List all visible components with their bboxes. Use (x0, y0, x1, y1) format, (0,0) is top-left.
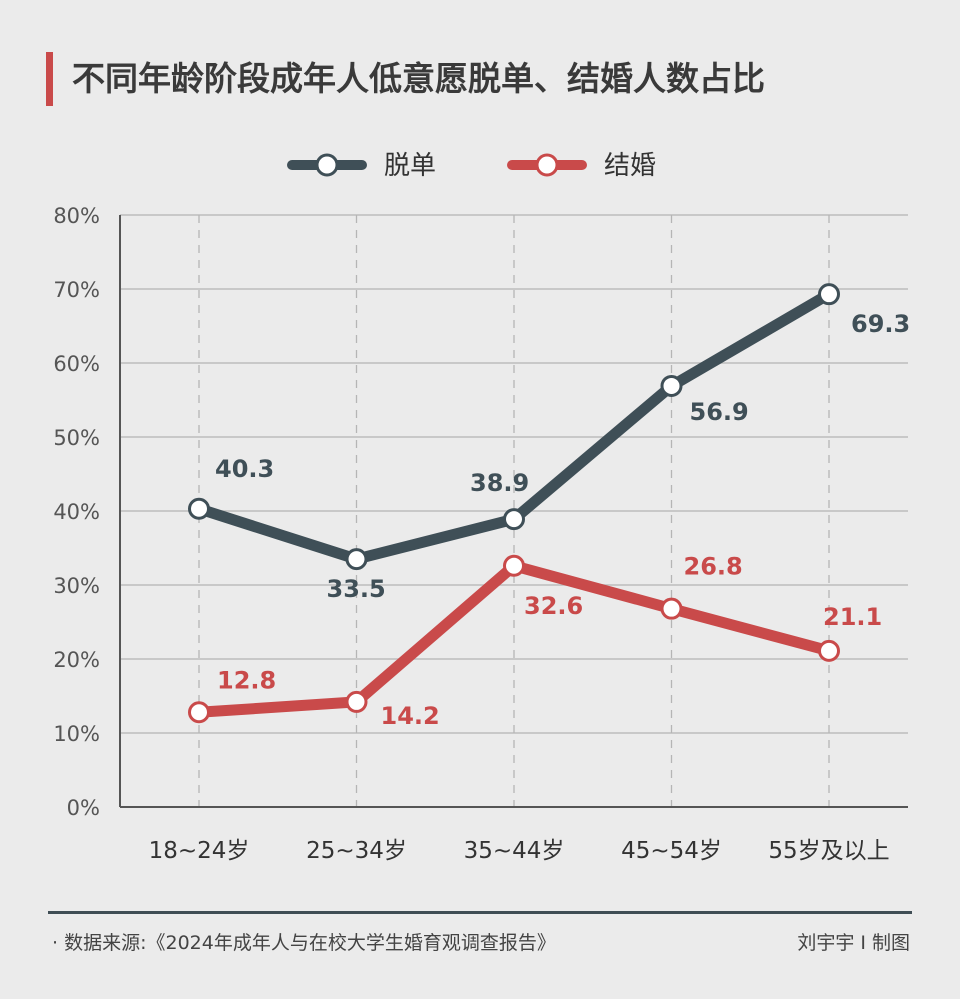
data-point (818, 639, 840, 662)
data-point (345, 548, 368, 571)
data-point (660, 374, 683, 397)
data-label: 69.3 (851, 310, 910, 338)
y-tick-label: 20% (53, 648, 100, 672)
y-tick-label: 0% (67, 796, 100, 820)
data-point (818, 283, 840, 306)
y-tick-label: 80% (53, 204, 100, 228)
y-tick-label: 40% (53, 500, 100, 524)
y-tick-label: 60% (53, 352, 100, 376)
x-tick-label: 35~44岁 (464, 838, 565, 864)
x-tick-label: 18~24岁 (149, 838, 250, 864)
data-label: 14.2 (381, 702, 440, 730)
x-tick-label: 55岁及以上 (768, 838, 889, 864)
data-point (188, 497, 210, 520)
data-point (188, 701, 210, 724)
x-tick-label: 45~54岁 (621, 838, 722, 864)
data-label: 32.6 (524, 592, 583, 620)
legend-label: 脱单 (384, 151, 436, 181)
data-label: 33.5 (327, 575, 386, 603)
y-tick-label: 70% (53, 278, 100, 302)
chart-title: 不同年龄阶段成年人低意愿脱单、结婚人数占比 (72, 59, 765, 98)
y-tick-label: 10% (53, 722, 100, 746)
data-point (503, 554, 525, 577)
chart-credit: 刘宇宇 I 制图 (797, 932, 910, 954)
y-tick-label: 30% (53, 574, 100, 598)
legend-label: 结婚 (604, 151, 656, 181)
y-tick-label: 50% (53, 426, 100, 450)
x-tick-label: 25~34岁 (306, 838, 407, 864)
footer-divider (48, 911, 912, 914)
data-label: 40.3 (215, 455, 274, 483)
data-label: 12.8 (217, 666, 276, 694)
title-accent-bar (46, 52, 53, 106)
data-label: 56.9 (690, 398, 749, 426)
legend-marker-0 (315, 153, 339, 177)
legend-marker-1 (535, 153, 559, 177)
data-label: 26.8 (684, 553, 743, 581)
line-chart: 0% 10% 20% 30% 40% 50% 60% 70% 80% 18~24岁 25~34岁 35… (53, 151, 910, 864)
data-label: 38.9 (470, 469, 529, 497)
data-point (345, 690, 368, 713)
data-label: 21.1 (823, 603, 882, 631)
data-point (503, 508, 525, 531)
data-source-note: · 数据来源:《2024年成年人与在校大学生婚育观调查报告》 (52, 932, 556, 954)
data-point (660, 597, 683, 620)
